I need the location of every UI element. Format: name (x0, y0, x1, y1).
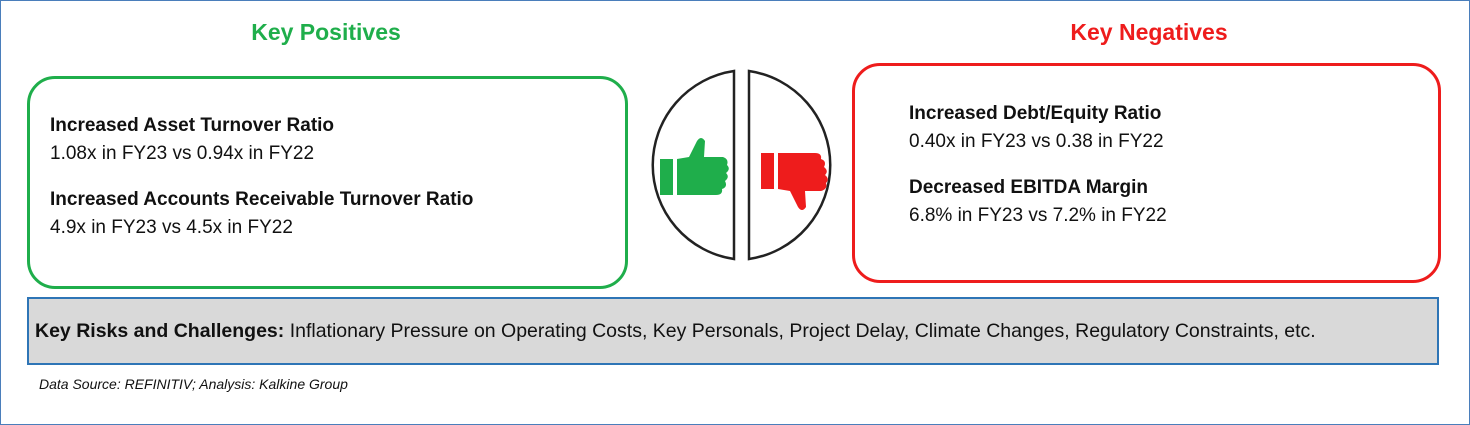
thumb-down (761, 153, 828, 210)
risks-label: Key Risks and Challenges: (35, 319, 285, 342)
positive-item: Increased Asset Turnover Ratio 1.08x in … (50, 115, 473, 165)
negatives-box: Increased Debt/Equity Ratio 0.40x in FY2… (852, 63, 1441, 283)
item-heading: Increased Debt/Equity Ratio (909, 103, 1162, 124)
item-detail: 0.40x in FY23 vs 0.38 in FY22 (909, 131, 1164, 152)
risks-text: Inflationary Pressure on Operating Costs… (289, 319, 1316, 342)
risks-box: Key Risks and Challenges: Inflationary P… (27, 297, 1439, 365)
positive-item: Increased Accounts Receivable Turnover R… (50, 189, 473, 239)
thumbs-icon (651, 69, 832, 261)
item-detail: 4.9x in FY23 vs 4.5x in FY22 (50, 217, 293, 238)
item-detail: 6.8% in FY23 vs 7.2% in FY22 (909, 205, 1167, 226)
item-heading: Increased Asset Turnover Ratio (50, 115, 335, 136)
source-note: Data Source: REFINITIV; Analysis: Kalkin… (39, 376, 348, 392)
item-heading: Increased Accounts Receivable Turnover R… (50, 189, 474, 210)
positives-box: Increased Asset Turnover Ratio 1.08x in … (27, 76, 628, 289)
item-detail: 1.08x in FY23 vs 0.94x in FY22 (50, 143, 315, 164)
negative-item: Increased Debt/Equity Ratio 0.40x in FY2… (909, 103, 1167, 153)
thumb-up (660, 138, 729, 195)
negatives-title: Key Negatives (1070, 19, 1228, 45)
positives-title: Key Positives (251, 19, 401, 45)
item-heading: Decreased EBITDA Margin (909, 177, 1148, 198)
negative-item: Decreased EBITDA Margin 6.8% in FY23 vs … (909, 177, 1167, 227)
